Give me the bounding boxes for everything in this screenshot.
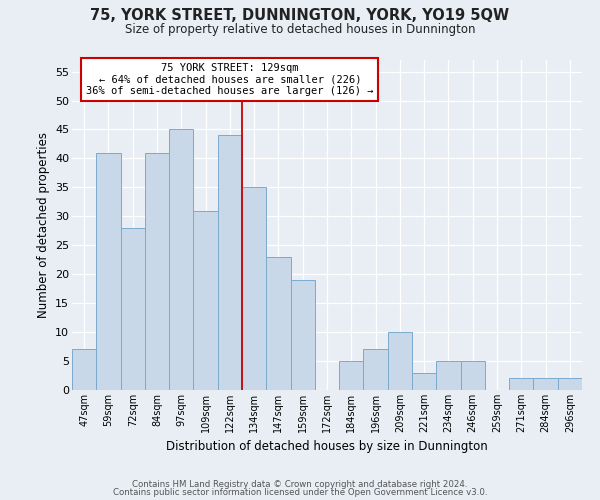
Bar [121, 228, 145, 390]
Text: Contains HM Land Registry data © Crown copyright and database right 2024.: Contains HM Land Registry data © Crown c… [132, 480, 468, 489]
Bar [339, 361, 364, 390]
Text: Contains public sector information licensed under the Open Government Licence v3: Contains public sector information licen… [113, 488, 487, 497]
Bar [290, 280, 315, 390]
Bar [218, 136, 242, 390]
Bar [412, 372, 436, 390]
Bar [242, 188, 266, 390]
Text: Size of property relative to detached houses in Dunnington: Size of property relative to detached ho… [125, 22, 475, 36]
Text: 75, YORK STREET, DUNNINGTON, YORK, YO19 5QW: 75, YORK STREET, DUNNINGTON, YORK, YO19 … [91, 8, 509, 22]
Bar [72, 350, 96, 390]
Bar [388, 332, 412, 390]
Bar [509, 378, 533, 390]
Bar [145, 152, 169, 390]
Bar [461, 361, 485, 390]
Bar [436, 361, 461, 390]
Text: 75 YORK STREET: 129sqm
← 64% of detached houses are smaller (226)
36% of semi-de: 75 YORK STREET: 129sqm ← 64% of detached… [86, 63, 374, 96]
Bar [364, 350, 388, 390]
Bar [558, 378, 582, 390]
Bar [96, 152, 121, 390]
Bar [266, 257, 290, 390]
Y-axis label: Number of detached properties: Number of detached properties [37, 132, 50, 318]
Bar [193, 210, 218, 390]
Bar [169, 130, 193, 390]
X-axis label: Distribution of detached houses by size in Dunnington: Distribution of detached houses by size … [166, 440, 488, 454]
Bar [533, 378, 558, 390]
